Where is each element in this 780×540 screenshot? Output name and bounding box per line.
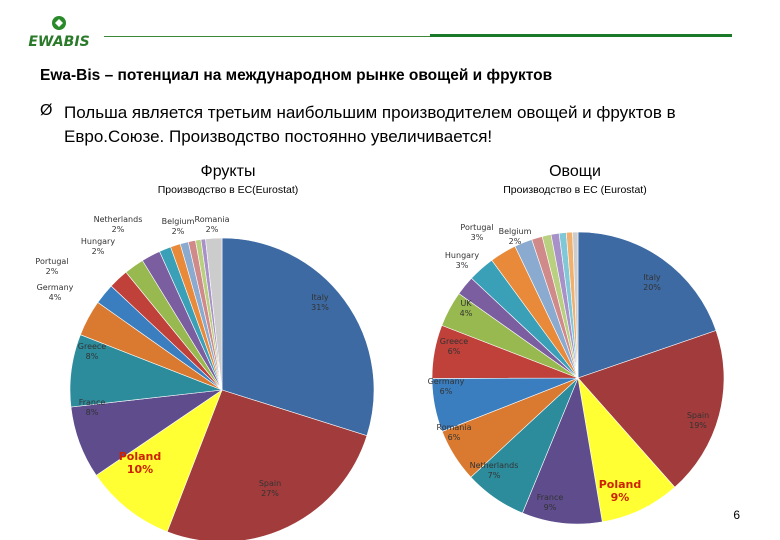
vegetables-slice-italy xyxy=(577,231,717,379)
vegetables-label-netherlands: Netherlands 7% xyxy=(470,461,519,480)
fruits-label-portugal: Portugal 2% xyxy=(35,257,68,276)
vegetables-slice-other-18 xyxy=(572,231,579,379)
vegetables-label-poland: Poland 9% xyxy=(599,478,642,504)
fruits-label-romania: Romania 2% xyxy=(195,215,230,234)
vegetables-slice-poland xyxy=(577,377,676,523)
vegetables-pie-chart: Italy 20% Spain 19% Poland 9% France 9% Netherla… xyxy=(428,223,725,525)
vegetables-label-france: France 9% xyxy=(537,493,564,512)
fruits-slice-poland xyxy=(95,389,223,533)
fruits-pie-chart: Italy 31% Spain 27% Poland 10% France 8% Greece 8… xyxy=(35,215,375,540)
bullet-arrow-icon: Ø xyxy=(40,102,53,119)
vegetables-label-spain: Spain 19% xyxy=(687,411,709,430)
fruits-label-hungary: Hungary 2% xyxy=(81,237,115,256)
fruits-label-greece: Greece 8% xyxy=(78,342,107,361)
fruits-slice-romania xyxy=(205,237,223,391)
fruits-label-belgium: Belgium 2% xyxy=(162,217,195,236)
vegetables-label-belgium: Belgium 2% xyxy=(499,227,532,246)
fruits-chart-heading: Фрукты xyxy=(200,163,256,180)
vegetables-label-germany: Germany 6% xyxy=(428,377,465,396)
fruits-label-france: France 8% xyxy=(79,398,106,417)
page-number: 6 xyxy=(733,508,740,522)
fruits-label-spain: Spain 27% xyxy=(259,479,281,498)
vegetables-label-uk: UK 4% xyxy=(460,299,473,318)
header-rule-thick xyxy=(430,34,732,37)
page-title: Ewa-Bis – потенциал на международном рын… xyxy=(40,67,553,84)
vegetables-label-portugal: Portugal 3% xyxy=(460,223,493,242)
vegetables-label-italy: Italy 20% xyxy=(643,273,661,292)
vegetables-chart-heading: Овощи xyxy=(549,163,601,180)
vegetables-label-greece: Greece 6% xyxy=(440,337,469,356)
fruits-label-italy: Italy 31% xyxy=(311,293,329,312)
fruits-label-netherlands: Netherlands 2% xyxy=(94,215,143,234)
vegetables-slice-spain xyxy=(577,330,725,488)
fruits-label-germany: Germany 4% xyxy=(37,283,74,302)
ewabis-logo: EWABIS xyxy=(28,16,90,50)
logo-wordmark: EWABIS xyxy=(28,34,89,50)
fruits-slice-italy xyxy=(221,237,375,437)
fruits-label-poland: Poland 10% xyxy=(119,450,162,476)
vegetables-slice-france xyxy=(522,376,603,525)
vegetables-label-romania: Romania 6% xyxy=(437,423,472,442)
header-rule-thin xyxy=(104,36,434,37)
fruits-slice-spain xyxy=(166,389,368,540)
vegetables-label-hungary: Hungary 3% xyxy=(445,251,479,270)
bullet-text: Польша является третьим наибольшим произ… xyxy=(64,103,676,146)
fruits-chart-subtitle: Производство в ЕС(Eurostat) xyxy=(157,184,299,196)
vegetables-chart-subtitle: Производство в ЕС (Eurostat) xyxy=(503,184,647,196)
